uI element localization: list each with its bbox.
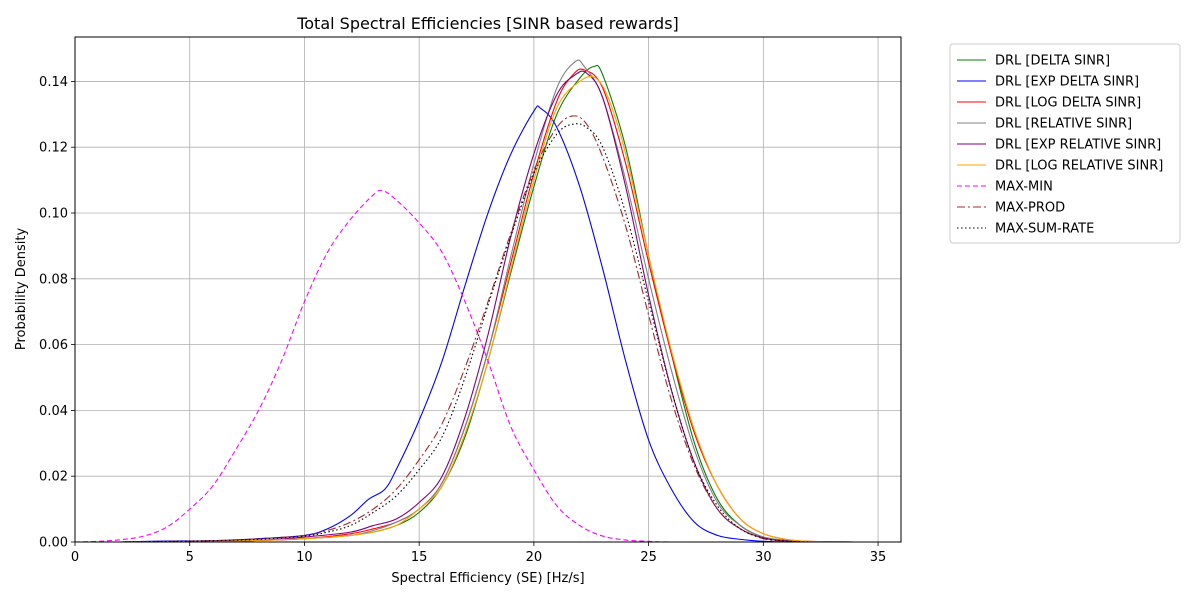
series-line-6: [75, 189, 764, 542]
series-line-4: [120, 70, 856, 542]
chart-title: Total Spectral Efficiencies [SINR based …: [296, 14, 679, 33]
legend-label-2: DRL [LOG DELTA SINR]: [995, 96, 1141, 111]
x-tick-label: 0: [71, 550, 79, 565]
legend-label-7: MAX-PROD: [995, 201, 1065, 216]
legend-label-5: DRL [LOG RELATIVE SINR]: [995, 159, 1163, 174]
series-line-5: [120, 75, 856, 542]
legend-label-4: DRL [EXP RELATIVE SINR]: [995, 138, 1161, 153]
plot-area-frame: [74, 36, 902, 543]
y-tick-label: 0.08: [39, 272, 68, 287]
legend-label-0: DRL [DELTA SINR]: [995, 54, 1110, 69]
y-tick-label: 0.12: [39, 141, 68, 156]
series-lines: [75, 59, 856, 542]
y-tick-label: 0.04: [39, 404, 68, 419]
x-tick-label: 25: [640, 550, 657, 565]
y-tick-label: 0.14: [39, 75, 68, 90]
x-axis-label: Spectral Efficiency (SE) [Hz/s]: [391, 571, 584, 586]
legend-label-3: DRL [RELATIVE SINR]: [995, 117, 1132, 132]
x-tick-label: 30: [755, 550, 772, 565]
x-tick-label: 5: [186, 550, 194, 565]
x-tick-label: 15: [411, 550, 428, 565]
legend: DRL [DELTA SINR] DRL [EXP DELTA SINR] DRL …: [949, 43, 1181, 244]
x-tick-label: 10: [296, 550, 313, 565]
series-line-1: [120, 105, 787, 542]
legend-label-6: MAX-MIN: [995, 180, 1053, 195]
y-axis-label: Probability Density: [14, 228, 29, 351]
x-axis-ticks: 0 5 10 15 20 25 30 35: [71, 542, 886, 565]
legend-label-8: MAX-SUM-RATE: [995, 222, 1094, 237]
y-tick-label: 0.02: [39, 470, 68, 485]
legend-label-1: DRL [EXP DELTA SINR]: [995, 75, 1139, 90]
y-axis-ticks: 0.00 0.02 0.04 0.06 0.08 0.10 0.12 0.14: [39, 75, 75, 551]
x-tick-label: 20: [526, 550, 543, 565]
legend-frame: [949, 43, 1181, 244]
y-tick-label: 0.00: [39, 536, 68, 551]
series-line-8: [120, 123, 810, 542]
x-tick-label: 35: [870, 550, 887, 565]
y-tick-label: 0.06: [39, 338, 68, 353]
y-tick-label: 0.10: [39, 207, 68, 222]
